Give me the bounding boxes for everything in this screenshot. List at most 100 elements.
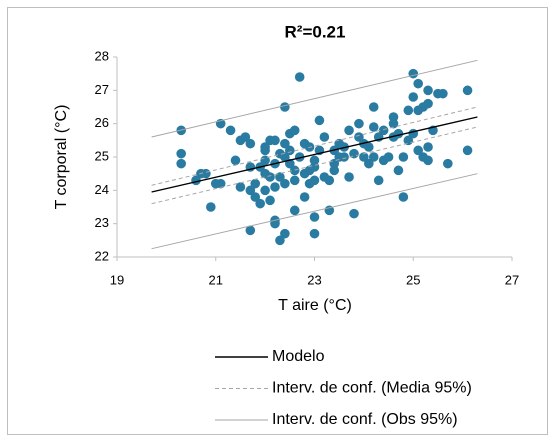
point [349, 208, 359, 219]
point [280, 102, 290, 112]
point [270, 135, 280, 146]
point [393, 165, 404, 176]
point [423, 142, 433, 152]
point [349, 148, 359, 159]
point [443, 158, 453, 169]
point [368, 152, 379, 162]
legend-label: Interv. de conf. (Obs 95%) [272, 411, 458, 428]
point [423, 85, 433, 96]
x-tick-label: 23 [307, 272, 321, 287]
point [245, 225, 256, 236]
point [201, 168, 211, 179]
point [378, 125, 389, 136]
y-tick-label: 24 [95, 182, 109, 197]
x-tick-label: 21 [209, 272, 223, 287]
x-tick-label: 19 [110, 272, 124, 287]
point [235, 182, 246, 192]
y-tick-label: 23 [95, 215, 109, 230]
point [364, 158, 374, 169]
y-tick-label: 22 [95, 248, 109, 263]
point [398, 192, 409, 202]
point [309, 228, 320, 239]
point [275, 148, 285, 159]
point [289, 165, 300, 176]
point [413, 145, 423, 156]
point [398, 152, 409, 162]
point [225, 125, 236, 136]
point [344, 125, 354, 136]
point [324, 175, 335, 186]
point [285, 145, 295, 156]
point [309, 175, 320, 186]
point [280, 228, 290, 239]
point [250, 178, 261, 189]
point [260, 145, 270, 156]
point [289, 205, 300, 216]
point [373, 175, 384, 186]
point [275, 235, 285, 246]
point [388, 118, 399, 129]
point [309, 155, 320, 166]
interval-lower [151, 173, 478, 250]
point [270, 182, 280, 192]
point [245, 138, 256, 149]
point [215, 178, 226, 189]
point [359, 152, 369, 162]
x-tick-label: 25 [406, 272, 420, 287]
legend-label: Modelo [272, 348, 325, 365]
point [319, 132, 330, 142]
point [280, 138, 290, 149]
point [304, 165, 315, 176]
point [388, 112, 399, 122]
point [329, 165, 340, 176]
point [462, 145, 473, 156]
point [403, 105, 414, 116]
point [383, 152, 394, 162]
point [260, 185, 270, 196]
point [206, 202, 216, 212]
point [462, 85, 473, 96]
legend-label: Interv. de conf. (Media 95%) [272, 380, 472, 397]
point [230, 155, 241, 166]
point [255, 198, 265, 209]
point [368, 122, 379, 132]
y-tick-label: 27 [95, 82, 109, 97]
point [393, 128, 404, 139]
point [438, 88, 448, 99]
point [423, 98, 433, 109]
point [299, 192, 310, 202]
point [245, 185, 256, 196]
point [368, 102, 379, 112]
point [176, 148, 186, 159]
point [364, 142, 374, 152]
y-tick-label: 26 [95, 115, 109, 130]
point [240, 132, 251, 142]
point [289, 175, 300, 186]
point [344, 172, 354, 182]
point [408, 68, 419, 79]
point [250, 192, 261, 202]
interval-upper [151, 59, 478, 138]
point [354, 132, 364, 142]
point [354, 118, 364, 129]
chart-title: R²=0.21 [285, 22, 346, 41]
x-tick-label: 27 [505, 272, 519, 287]
point [176, 158, 186, 169]
model-line [151, 116, 478, 193]
point [294, 152, 305, 162]
point [294, 72, 305, 82]
point [408, 92, 419, 102]
x-axis-label: T aire (°C) [278, 297, 352, 314]
point [280, 178, 290, 189]
point [289, 125, 300, 136]
point [275, 172, 285, 182]
point [265, 172, 275, 182]
point [309, 212, 320, 222]
point [413, 78, 423, 89]
point [265, 195, 275, 206]
y-axis-label: T corporal (°C) [53, 105, 70, 210]
point [339, 152, 349, 162]
point [314, 115, 325, 126]
y-tick-label: 28 [95, 48, 109, 63]
